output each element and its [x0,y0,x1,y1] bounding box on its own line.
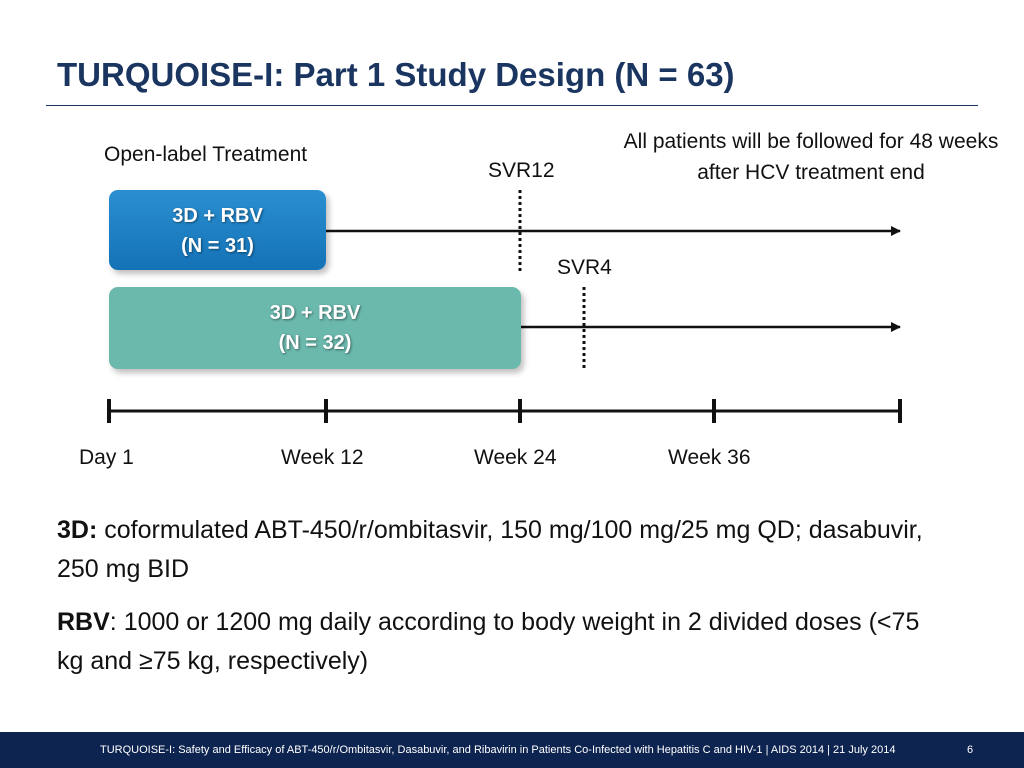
footer-bar: TURQUOISE-I: Safety and Efficacy of ABT-… [0,732,1024,768]
arm2-count: (N = 32) [278,332,352,354]
definition-rbv-text: : 1000 or 1200 mg daily according to bod… [57,608,920,675]
arm1-regimen: 3D + RBV [172,205,263,227]
footer-citation: TURQUOISE-I: Safety and Efficacy of ABT-… [100,744,896,756]
timeline-axis [107,399,902,423]
definition-3d-term: 3D: [57,516,98,544]
definition-rbv-term: RBV [57,608,110,636]
definition-3d: 3D: coformulated ABT-450/r/ombitasvir, 1… [57,511,947,589]
timeline-label-day1: Day 1 [79,446,134,469]
followup-note: All patients will be followed for 48 wee… [623,130,999,184]
timeline-label-week12: Week 12 [281,446,364,469]
arm2-box: 3D + RBV (N = 32) [109,287,521,369]
arm1-box: 3D + RBV (N = 31) [109,190,326,270]
slide-title: TURQUOISE-I: Part 1 Study Design (N = 63… [57,56,735,93]
title-divider [46,105,978,106]
svr4-label: SVR4 [557,256,612,279]
treatment-label: Open-label Treatment [104,143,308,166]
arm1-count: (N = 31) [181,235,254,257]
timeline-label-week24: Week 24 [474,446,557,469]
timeline-label-week36: Week 36 [668,446,751,469]
arm2-regimen: 3D + RBV [269,302,361,324]
definition-3d-text: coformulated ABT-450/r/ombitasvir, 150 m… [57,516,923,583]
page-number: 6 [967,744,974,756]
svr12-label: SVR12 [488,159,555,182]
definition-rbv: RBV: 1000 or 1200 mg daily according to … [57,603,927,681]
